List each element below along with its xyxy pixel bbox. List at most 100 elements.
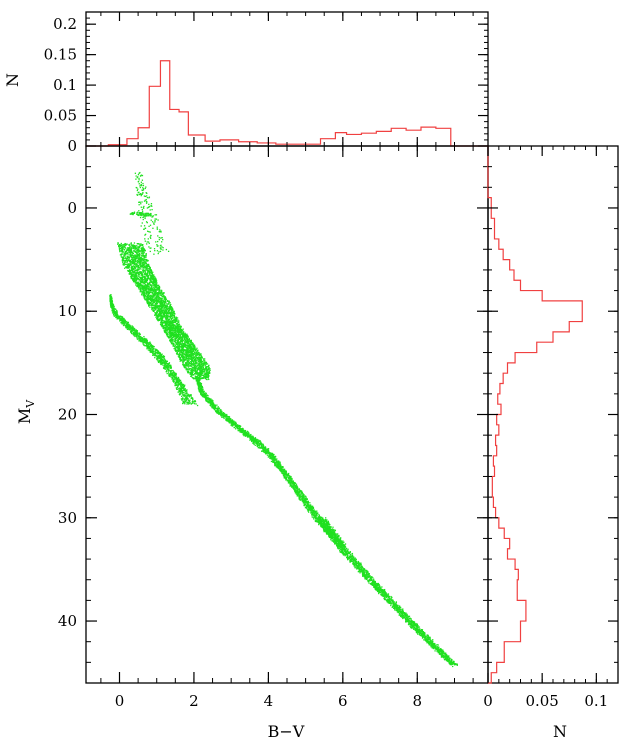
scatter-point [208, 368, 210, 371]
scatter-point [156, 312, 158, 315]
scatter-point [154, 304, 156, 306]
scatter-point [145, 221, 148, 223]
scatter-point [137, 255, 139, 257]
scatter-point [168, 329, 170, 332]
scatter-point [144, 256, 146, 258]
scatter-point [111, 301, 114, 303]
scatter-point [140, 174, 143, 176]
scatter-point [123, 254, 125, 256]
scatter-point [139, 339, 142, 341]
scatter-point [159, 306, 161, 308]
scatter-point [166, 326, 169, 328]
scatter-point [171, 373, 173, 375]
scatter-point [195, 363, 197, 365]
scatter-point [174, 349, 176, 351]
scatter-point [162, 295, 165, 297]
scatter-point [170, 329, 173, 331]
scatter-point [137, 248, 139, 250]
scatter-point [155, 348, 157, 351]
scatter-point [173, 347, 175, 350]
scatter-point [147, 295, 149, 297]
scatter-point [161, 355, 163, 357]
scatter-point [165, 370, 167, 373]
scatter-point [134, 264, 136, 266]
scatter-point [209, 372, 211, 374]
scatter-point [186, 335, 189, 337]
scatter-point [205, 366, 207, 368]
scatter-point [158, 293, 160, 295]
scatter-point [200, 370, 202, 373]
scatter-point [180, 354, 182, 356]
scatter-point [143, 205, 145, 208]
scatter-point [171, 324, 173, 327]
scatter-point [149, 278, 151, 281]
scatter-point [140, 244, 142, 246]
scatter-point [195, 365, 197, 368]
scatter-point [153, 296, 155, 298]
scatter-point [131, 212, 133, 214]
scatter-point [151, 276, 153, 278]
scatter-point [188, 364, 190, 366]
scatter-point [154, 288, 157, 291]
scatter-point [153, 345, 155, 348]
scatter-point [157, 314, 159, 316]
scatter-point [165, 311, 167, 313]
scatter-point [109, 295, 111, 297]
scatter-point [140, 249, 143, 251]
scatter-point [160, 314, 162, 316]
scatter-point [160, 362, 162, 364]
scatter-point [180, 329, 182, 331]
scatter-point [142, 254, 145, 256]
scatter-point [136, 332, 138, 334]
scatter-point [152, 300, 154, 302]
scatter-point [162, 327, 165, 330]
scatter-point [146, 278, 148, 280]
scatter-point [130, 264, 132, 266]
scatter-point [127, 248, 129, 250]
scatter-point [157, 358, 159, 360]
scatter-point [206, 375, 208, 377]
scatter-point [145, 342, 147, 344]
scatter-point [205, 373, 207, 375]
scatter-point [140, 225, 142, 227]
scatter-point [191, 377, 194, 379]
scatter-point [130, 213, 132, 215]
scatter-point [165, 327, 167, 329]
scatter-point [132, 263, 134, 265]
scatter-point [180, 339, 182, 342]
scatter-point [132, 256, 134, 258]
scatter-point [177, 345, 179, 348]
scatter-point [171, 321, 173, 323]
scatter-point [204, 377, 207, 380]
scatter-point [158, 285, 161, 288]
scatter-point [130, 269, 132, 272]
top-y-tick-label: 0 [67, 137, 77, 155]
scatter-point [183, 343, 185, 345]
scatter-point [186, 339, 188, 341]
scatter-point [121, 256, 123, 259]
scatter-point [178, 328, 180, 330]
scatter-point [178, 337, 181, 339]
scatter-point [190, 339, 193, 342]
scatter-point [162, 315, 164, 318]
scatter-point [133, 259, 136, 261]
scatter-point [203, 377, 205, 379]
scatter-point [185, 350, 188, 352]
scatter-point [149, 287, 151, 290]
scatter-point [162, 309, 164, 312]
scatter-point [131, 274, 133, 276]
scatter-point [168, 336, 171, 338]
scatter-point [149, 270, 151, 272]
scatter-point [196, 367, 198, 369]
scatter-point [159, 354, 161, 356]
scatter-point [157, 308, 159, 310]
scatter-point [186, 355, 189, 358]
scatter-point [191, 359, 193, 361]
scatter-point [200, 373, 202, 375]
scatter-point [151, 301, 153, 303]
scatter-point [173, 340, 175, 342]
scatter-point [140, 194, 142, 197]
scatter-point [148, 225, 150, 228]
scatter-point [165, 319, 168, 321]
scatter-point [132, 267, 135, 270]
